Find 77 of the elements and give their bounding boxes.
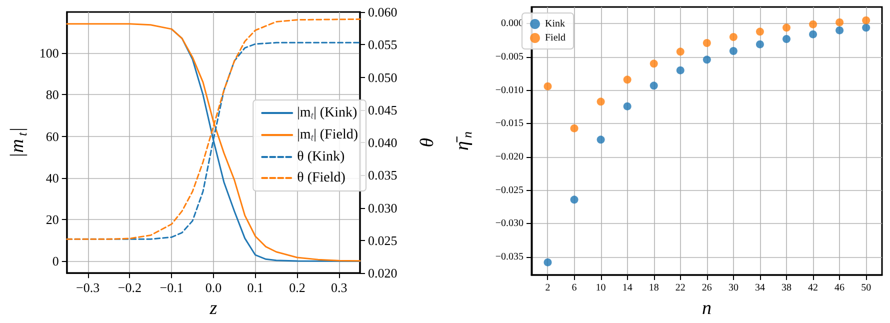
x-axis-title: n <box>702 298 712 319</box>
y-tick-label: −0.035 <box>495 252 524 262</box>
point <box>544 82 552 90</box>
y2-tick-label: 0.050 <box>368 70 398 85</box>
y-tick-label: −0.020 <box>495 152 524 162</box>
y-tick-label: −0.010 <box>495 84 524 96</box>
x-tick-label: 50 <box>861 282 872 294</box>
point <box>676 48 684 56</box>
y2-tick-label: 0.035 <box>368 168 398 183</box>
y-tick-label: −0.015 <box>495 118 524 130</box>
point <box>756 28 764 36</box>
point <box>809 20 818 28</box>
y-tick-label: −0.005 <box>495 52 524 62</box>
x-tick-label: 0.3 <box>330 280 348 296</box>
x-tick-label: −0.3 <box>76 280 100 296</box>
point <box>729 33 738 41</box>
point <box>862 24 870 32</box>
y-tick-label: 40 <box>46 170 59 186</box>
point <box>729 47 738 55</box>
point <box>836 18 844 26</box>
point <box>570 124 578 132</box>
y-tick-label: 80 <box>46 87 59 102</box>
y2-tick-label: 0.030 <box>368 200 398 216</box>
x-tick-label: 0.2 <box>289 280 306 296</box>
y2-tick-label: 0.025 <box>368 232 398 248</box>
y-axis-title: η̄n <box>452 132 474 150</box>
point <box>596 98 605 106</box>
x-tick-label: 38 <box>782 282 792 294</box>
x-tick-label: 22 <box>675 282 686 294</box>
y2-tick-label: 0.040 <box>368 135 398 150</box>
point <box>650 60 658 68</box>
x-tick-label: −0.1 <box>160 280 184 296</box>
y-tick-label: 0 <box>52 254 59 269</box>
point <box>702 56 711 64</box>
point <box>756 40 764 48</box>
x-tick-label: 14 <box>622 282 632 294</box>
x-tick-label: −0.2 <box>118 280 142 296</box>
point <box>782 35 790 43</box>
x-tick-label: 34 <box>754 282 765 294</box>
x-tick-label: 42 <box>808 282 818 294</box>
point <box>596 136 605 144</box>
point <box>623 76 632 84</box>
y-tick-label: −0.030 <box>495 218 524 230</box>
x-tick-label: 26 <box>702 282 712 294</box>
point <box>650 82 658 90</box>
x-tick-label: 18 <box>648 282 659 294</box>
x-tick-label: 30 <box>728 282 738 294</box>
legend-label: θ (Field) <box>297 170 346 186</box>
y2-tick-label: 0.020 <box>368 266 398 281</box>
point <box>862 16 870 24</box>
point <box>782 24 790 32</box>
x-tick-label: 2 <box>545 282 550 294</box>
y-tick-label: 100 <box>39 46 59 61</box>
point <box>623 102 632 110</box>
point <box>544 258 552 266</box>
y-tick-label: −0.025 <box>495 184 524 196</box>
y2-tick-label: 0.045 <box>368 102 398 118</box>
point <box>570 196 578 204</box>
legend-label: Kink <box>545 18 565 30</box>
point <box>702 39 711 47</box>
point <box>836 26 844 34</box>
y-axis-title: |mt| <box>7 127 30 158</box>
x-tick-label: 46 <box>834 282 845 294</box>
legend-label: θ (Kink) <box>297 150 345 164</box>
x-axis-title: z <box>208 298 218 319</box>
point <box>809 30 818 38</box>
x-tick-label: 6 <box>572 282 577 294</box>
point <box>676 66 684 74</box>
y2-tick-label: 0.055 <box>368 37 398 52</box>
legend-label: Field <box>545 32 566 44</box>
y-tick-label: 20 <box>46 212 59 228</box>
x-tick-label: 0.1 <box>247 280 264 296</box>
y2-axis-title: θ <box>417 138 438 148</box>
x-tick-label: 0.0 <box>205 280 222 296</box>
y-tick-label: 60 <box>46 128 59 144</box>
x-tick-label: 10 <box>596 282 606 294</box>
y2-tick-label: 0.060 <box>368 4 398 20</box>
